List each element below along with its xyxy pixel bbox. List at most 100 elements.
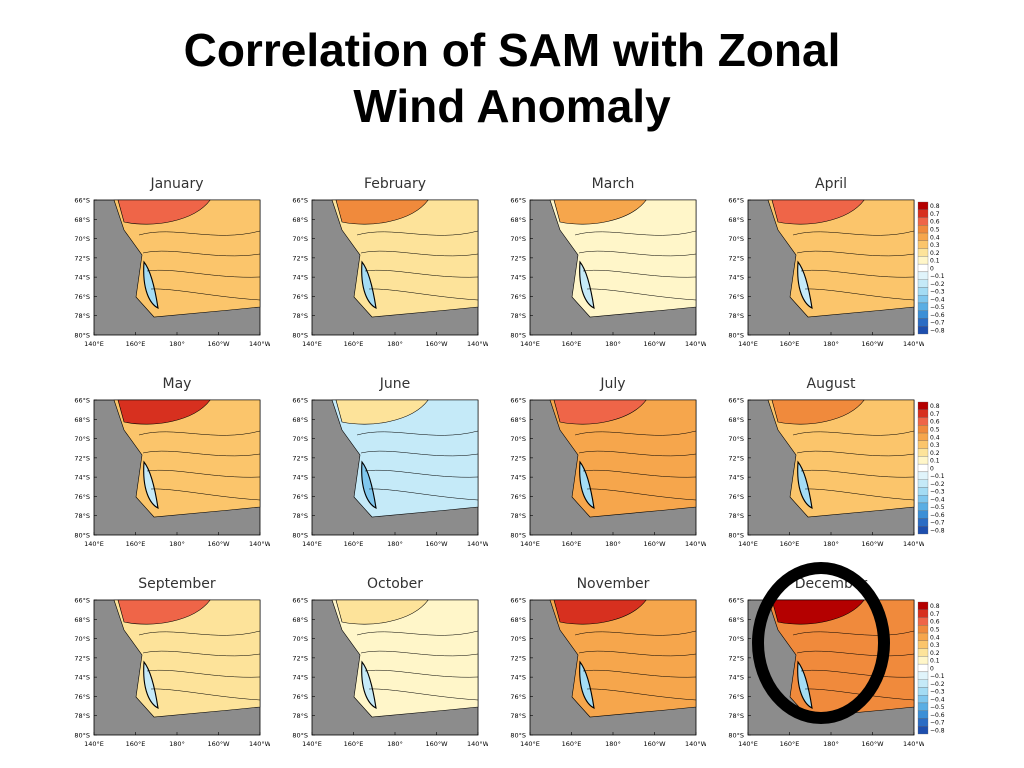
colorbar-label: −0.8 [930,727,945,734]
y-tick-label: 74°S [728,474,744,482]
colorbar-label: −0.7 [930,520,945,527]
x-tick-label: 160°E [562,540,582,548]
y-tick-label: 68°S [292,216,308,224]
y-tick-label: 66°S [292,397,308,405]
slide-title: Correlation of SAM with Zonal Wind Anoma… [0,22,1024,134]
x-tick-label: 160°E [344,740,364,748]
month-label: September [138,576,216,592]
y-tick-label: 72°S [74,454,90,462]
y-tick-label: 68°S [510,216,526,224]
colorbar-swatch [917,263,929,273]
contour-line [368,488,479,501]
y-tick-label: 76°S [74,493,90,501]
positive-correlation-region [771,199,865,225]
colorbar-label: 0 [930,665,934,672]
colorbar-label: −0.3 [930,489,945,496]
map-panel-june: June 66°S 68°S 70°S 72°S 74°S 76°S 78°S 80°S 140°… [268,372,488,548]
y-tick-label: 68°S [728,616,744,624]
map-panel-november: November 66°S 68°S 70°S 72°S 74°S 76°S 78°S 80°S… [486,572,706,748]
contour-line [574,630,697,636]
y-tick-label: 66°S [510,197,526,205]
month-label: July [599,376,625,392]
colorbar-label: 0.8 [930,403,940,410]
y-tick-label: 74°S [292,474,308,482]
y-tick-label: 74°S [510,274,526,282]
colorbar-swatch [917,502,929,511]
month-label: March [592,176,635,192]
contour-line [142,450,261,457]
y-tick-label: 80°S [728,332,744,340]
contour-line [142,650,261,657]
y-tick-label: 80°S [510,332,526,340]
x-tick-label: 160°W [207,740,230,748]
x-tick-label: 160°W [861,340,884,348]
y-tick-label: 68°S [510,416,526,424]
y-tick-label: 68°S [74,216,90,224]
colorbar-label: −0.5 [930,704,945,711]
month-label: April [815,176,847,192]
positive-correlation-region [553,199,647,225]
x-tick-label: 140°E [520,340,540,348]
colorbar-swatch [917,710,929,719]
y-tick-label: 76°S [728,693,744,701]
month-label: January [149,176,203,192]
colorbar-swatch [917,417,929,426]
x-tick-label: 160°W [643,540,666,548]
x-tick-label: 160°E [562,740,582,748]
y-tick-label: 72°S [74,254,90,262]
y-tick-label: 76°S [74,293,90,301]
y-tick-label: 78°S [292,512,308,520]
colorbar-label: −0.4 [930,496,945,503]
y-tick-label: 76°S [292,293,308,301]
colorbar-label: 0.3 [930,242,940,249]
month-label: June [379,376,411,392]
y-tick-label: 78°S [510,312,526,320]
colorbar-swatch [917,656,929,665]
contour-line [360,450,479,457]
x-tick-label: 140°E [84,740,104,748]
colorbar-swatch [917,401,929,410]
colorbar-label: −0.6 [930,512,945,519]
x-tick-label: 180° [823,540,839,548]
y-tick-label: 76°S [292,693,308,701]
negative-correlation-region [143,260,159,309]
x-tick-label: 140°W [467,740,488,748]
negative-correlation-region [361,660,377,709]
y-tick-label: 72°S [74,654,90,662]
correlation-map: March66°S68°S70°S72°S74°S76°S78°S80°S140… [510,176,706,348]
negative-correlation-region [579,460,595,509]
y-tick-label: 68°S [74,616,90,624]
colorbar-label: 0.2 [930,650,940,657]
colorbar-label: 0.2 [930,450,940,457]
y-tick-label: 78°S [292,712,308,720]
negative-correlation-region [361,260,377,309]
colorbar-swatch [917,609,929,618]
y-tick-label: 70°S [292,435,308,443]
correlation-map: April66°S68°S70°S72°S74°S76°S78°S80°S140… [728,176,924,348]
colorbar-swatch [917,225,929,234]
x-tick-label: 140°W [903,340,924,348]
colorbar-label: 0.4 [930,234,940,241]
colorbar-swatch [917,201,929,210]
colorbar-swatch [917,526,929,535]
month-label: October [367,576,423,592]
colorbar-label: 0.4 [930,634,940,641]
contour-line [582,469,697,478]
colorbar-label: −0.4 [930,296,945,303]
colorbar-swatch [917,640,929,649]
y-tick-label: 66°S [510,397,526,405]
y-tick-label: 74°S [74,674,90,682]
colorbar-swatch [917,510,929,519]
colorbar-label: −0.2 [930,281,945,288]
colorbar-label: −0.7 [930,720,945,727]
colorbar-swatch [917,232,929,241]
y-tick-label: 76°S [74,693,90,701]
colorbar-label: 0.7 [930,611,940,618]
x-tick-label: 180° [387,740,403,748]
y-tick-label: 66°S [74,197,90,205]
x-tick-label: 140°W [249,340,270,348]
y-tick-label: 70°S [74,435,90,443]
y-tick-label: 74°S [292,674,308,682]
contour-line [368,288,479,301]
positive-correlation-region [771,399,865,425]
